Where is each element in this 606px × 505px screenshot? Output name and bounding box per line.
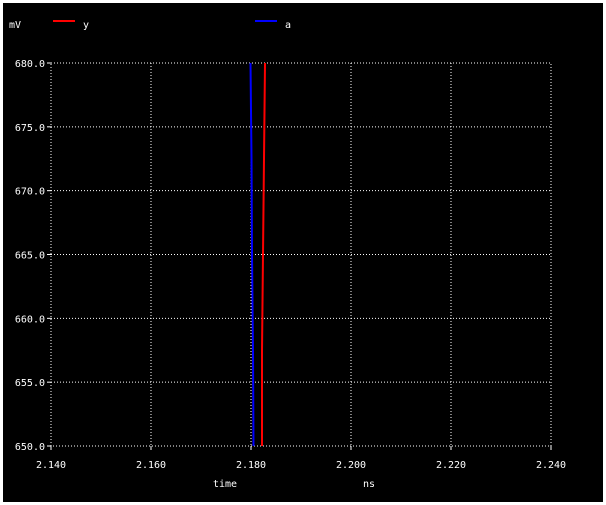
y-tick-label: 665.0 (15, 251, 45, 262)
line-chart: mV y a 2.140 2.160 2.180 2.200 2.220 2.240 650… (9, 20, 566, 490)
y-tick-label: 675.0 (15, 123, 45, 134)
series-line-a (249, 62, 255, 447)
grid-layer (51, 63, 551, 446)
tick-layer: 2.140 2.160 2.180 2.200 2.220 2.240 650.0 655.0… (15, 59, 566, 471)
x-tick-label: 2.220 (436, 460, 466, 471)
x-unit-label: ns (363, 479, 375, 490)
legend-label-a: a (285, 20, 291, 31)
y-unit-label: mV (9, 20, 21, 31)
x-tick-label: 2.200 (336, 460, 366, 471)
y-tick-label: 655.0 (15, 378, 45, 389)
legend: y a (53, 20, 291, 31)
x-tick-label: 2.180 (236, 460, 266, 471)
legend-label-y: y (83, 20, 89, 31)
y-tick-label: 650.0 (15, 442, 45, 453)
plot-frame (50, 62, 552, 447)
x-tick-label: 2.240 (536, 460, 566, 471)
x-tick-label: 2.140 (36, 460, 66, 471)
x-axis-label: time (213, 479, 237, 490)
y-tick-label: 670.0 (15, 187, 45, 198)
plot-window: mV y a 2.140 2.160 2.180 2.200 2.220 2.240 650… (3, 3, 603, 502)
series-line-y (261, 62, 266, 446)
x-tick-label: 2.160 (136, 460, 166, 471)
y-tick-label: 660.0 (15, 314, 45, 325)
y-tick-label: 680.0 (15, 59, 45, 70)
series-layer (249, 62, 266, 447)
